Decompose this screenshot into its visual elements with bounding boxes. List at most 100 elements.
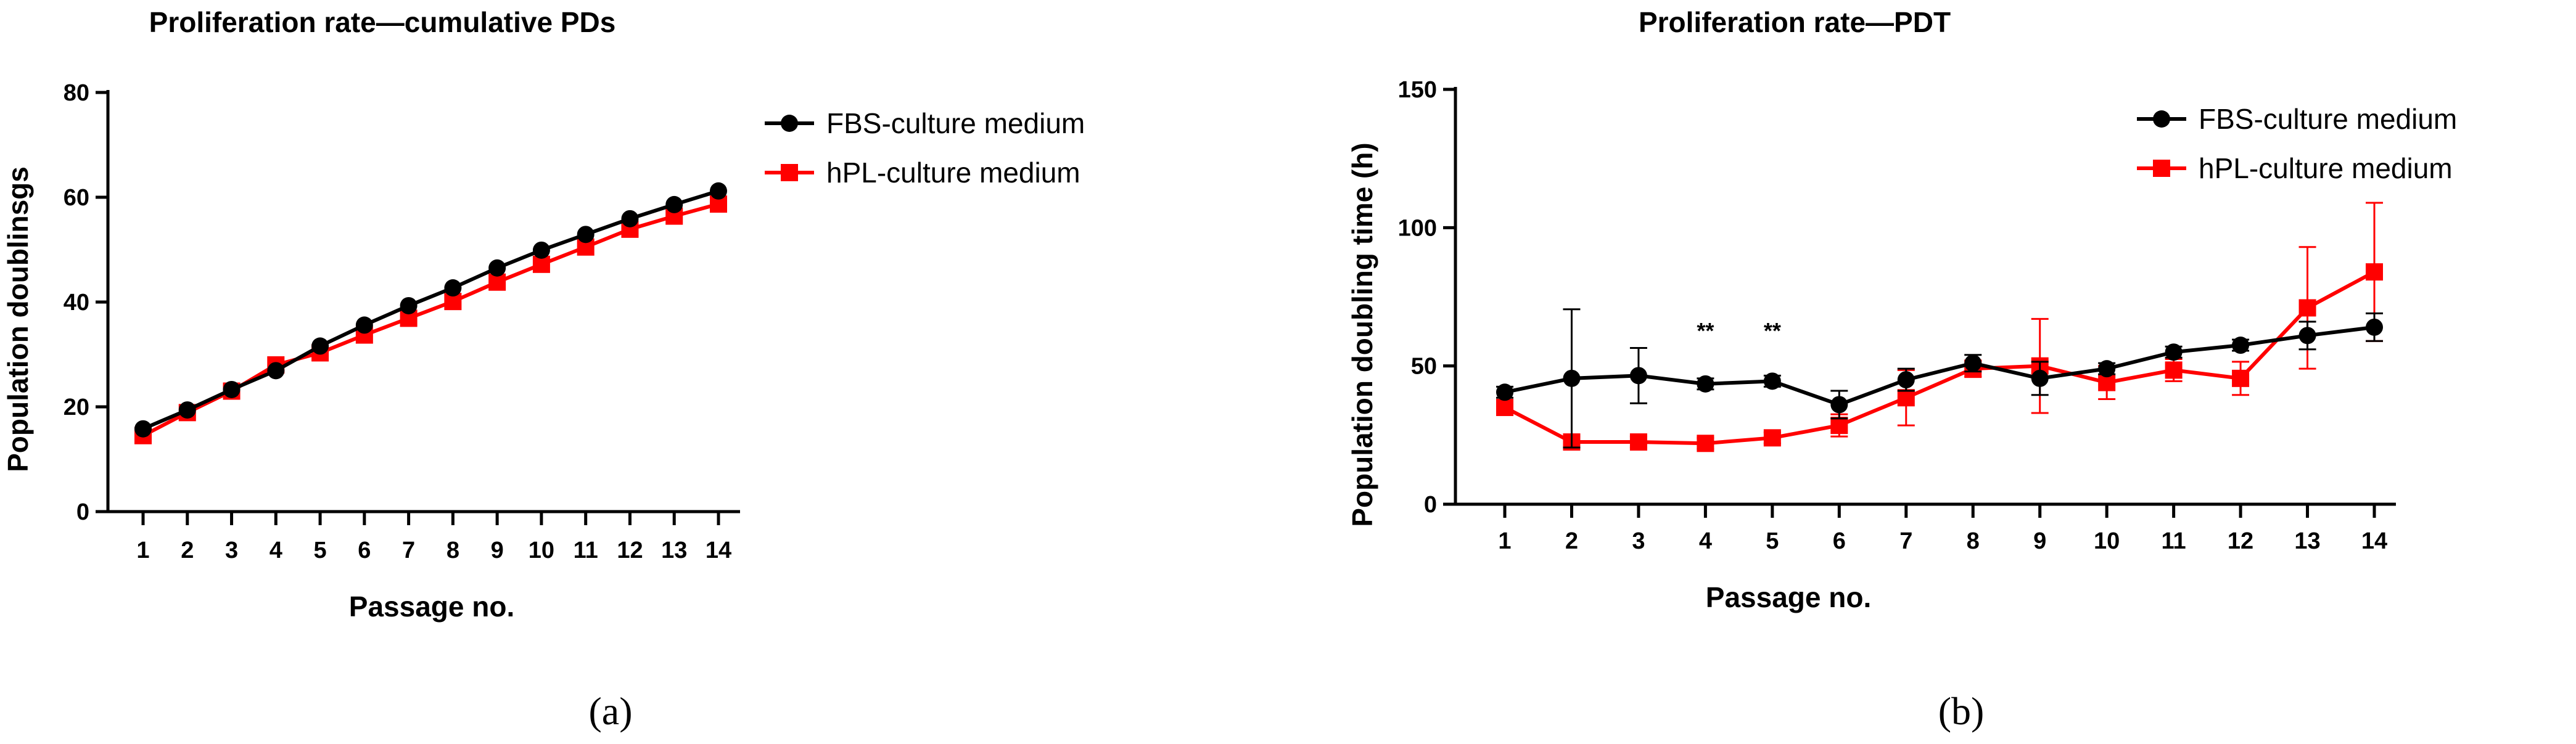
panel-b-x-tick-label: 4 <box>1699 528 1712 554</box>
panel-b-fbs-point <box>1763 372 1781 390</box>
panel-b-x-axis-label: Passage no. <box>1706 581 1871 613</box>
panel-b-hpl-point <box>2232 369 2250 387</box>
panel-a-fbs-point <box>267 362 285 380</box>
panel-b-fbs-point <box>2165 343 2183 361</box>
panel-a-x-tick-label: 9 <box>491 538 504 563</box>
panel-b-fbs-point <box>1964 354 1982 372</box>
panel-b-x-tick-label: 10 <box>2094 528 2120 554</box>
panel-b-fbs-point <box>1563 369 1581 387</box>
panel-b-fbs-point <box>1830 396 1848 414</box>
panel-b-x-tick-label: 2 <box>1565 528 1578 554</box>
panel-b-hpl-point <box>2366 263 2383 281</box>
panel-b-hpl-point <box>1763 429 1781 447</box>
panel-a-fbs-point <box>532 241 550 259</box>
panel-a-fbs-point <box>665 195 683 213</box>
panel-a-x-tick-label: 1 <box>136 538 149 563</box>
panel-a-chart: Proliferation rate—cumulative PDs FBS-cu… <box>2 6 1085 733</box>
panel-b-y-tick-label: 50 <box>1411 354 1437 380</box>
panel-a-hpl-line <box>142 202 719 438</box>
panel-a-legend-fbs-marker <box>781 115 798 132</box>
panel-b-legend-fbs-label: FBS-culture medium <box>2199 103 2457 135</box>
panel-b-hpl-point <box>1830 417 1848 435</box>
panel-b-fbs-point <box>1496 383 1513 401</box>
panel-a-x-tick-label: 8 <box>446 538 459 563</box>
panel-b-fbs-point <box>1897 371 1915 389</box>
panel-b-x-tick-label: 1 <box>1498 528 1511 554</box>
panel-b-x-tick-label: 14 <box>2361 528 2387 554</box>
panel-a-x-tick-label: 11 <box>574 538 598 563</box>
panel-b-x-tick-label: 13 <box>2294 528 2320 554</box>
panel-a-fbs-point <box>311 337 329 355</box>
panel-b-fbs-point <box>2298 327 2316 345</box>
panel-b-y-tick-label: 0 <box>1424 492 1437 518</box>
panel-b-hpl-line <box>1504 270 2376 446</box>
panel-b-hpl-point <box>2298 299 2316 317</box>
panel-a-y-tick-label: 0 <box>76 499 89 525</box>
panel-a-label: (a) <box>588 689 632 733</box>
panel-a-x-tick-label: 5 <box>314 538 327 563</box>
panel-a-fbs-point <box>577 226 595 243</box>
panel-b-fbs-point <box>1697 375 1714 393</box>
panel-a-y-tick-label: 40 <box>64 290 89 316</box>
panel-b-x-tick-label: 12 <box>2228 528 2253 554</box>
panel-b-fbs-point <box>1629 367 1647 385</box>
panel-a-fbs-point <box>710 182 727 200</box>
panel-a-fbs-point <box>621 210 639 227</box>
panel-a-y-tick-label: 20 <box>64 394 89 420</box>
panel-a-legend-hpl-marker <box>781 164 798 181</box>
panel-a-x-axis-label: Passage no. <box>349 591 514 623</box>
panel-b-legend-hpl-marker <box>2153 160 2170 177</box>
panel-b-legend-hpl-label: hPL-culture medium <box>2199 152 2453 184</box>
panel-b-x-tick-label: 8 <box>1967 528 1980 554</box>
panel-b-hpl-point <box>1496 398 1513 416</box>
panel-b-fbs-point <box>2232 337 2250 354</box>
panel-b-y-tick-label: 150 <box>1398 77 1437 103</box>
panel-a-fbs-point <box>488 259 506 277</box>
panel-b-x-tick-label: 3 <box>1632 528 1645 554</box>
panel-b-significance-marker: ** <box>1764 318 1781 343</box>
panel-a-y-tick-label: 80 <box>64 80 89 106</box>
panel-b-hpl-point <box>1629 433 1647 451</box>
panel-a-y-tick-label: 60 <box>64 185 89 211</box>
panel-a-x-tick-label: 13 <box>661 538 687 563</box>
panel-b-x-tick-label: 6 <box>1833 528 1846 554</box>
panel-a-fbs-point <box>178 401 196 419</box>
panel-b-x-tick-label: 5 <box>1766 528 1779 554</box>
panel-a-x-tick-label: 6 <box>358 538 371 563</box>
panel-a-legend-fbs-label: FBS-culture medium <box>826 107 1085 139</box>
panel-a-fbs-point <box>355 316 373 334</box>
panel-a-x-tick-label: 14 <box>706 538 731 563</box>
panel-b-chart: Proliferation rate—PDT FBS-culture mediu… <box>1346 6 2457 733</box>
panel-a-fbs-point <box>444 279 462 297</box>
panel-a-x-tick-label: 2 <box>181 538 194 563</box>
panel-a-x-tick-label: 7 <box>402 538 415 563</box>
panel-a-x-tick-label: 12 <box>617 538 643 563</box>
panel-a-x-tick-label: 3 <box>225 538 238 563</box>
panel-b-fbs-line <box>1504 325 2375 407</box>
panel-b-label: (b) <box>1938 689 1985 733</box>
panel-b-fbs-point <box>2031 369 2049 387</box>
panel-b-hpl-point <box>1897 389 1915 407</box>
panel-b-legend: FBS-culture medium hPL-culture medium <box>2137 103 2457 184</box>
panel-a-x-tick-label: 10 <box>529 538 554 563</box>
panel-b-x-tick-label: 7 <box>1899 528 1912 554</box>
panel-b-y-tick-label: 100 <box>1398 215 1437 241</box>
panel-b-fbs-point <box>2098 360 2116 378</box>
panel-a-legend-hpl-label: hPL-culture medium <box>826 157 1080 189</box>
panel-a-fbs-point <box>134 420 152 438</box>
panel-b-hpl-point <box>1697 435 1714 452</box>
panel-b-fbs-point <box>2366 318 2383 336</box>
panel-a-fbs-point <box>400 296 418 314</box>
panel-b-y-axis-label: Population doubling time (h) <box>1346 142 1378 526</box>
panel-b-x-tick-label: 11 <box>2162 528 2186 554</box>
panel-b-hpl-point <box>2165 361 2183 379</box>
panel-a-fbs-point <box>223 380 241 398</box>
panel-a-title: Proliferation rate—cumulative PDs <box>149 6 616 38</box>
panel-b-title: Proliferation rate—PDT <box>1639 6 1951 38</box>
panel-b-significance-marker: ** <box>1697 318 1714 343</box>
panel-a-y-axis-label: Population doublinsgs <box>2 166 34 472</box>
panel-b-x-tick-label: 9 <box>2033 528 2046 554</box>
panel-a-x-tick-label: 4 <box>270 538 282 563</box>
panel-b-legend-fbs-marker <box>2153 110 2170 128</box>
